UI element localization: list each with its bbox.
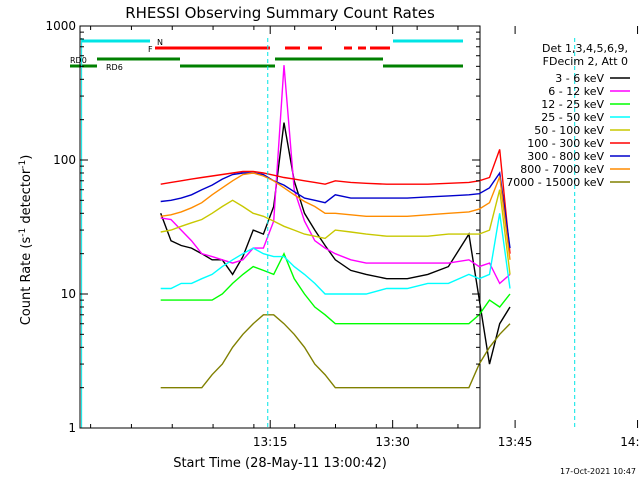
- series-line-1: [160, 65, 511, 285]
- flag-label: RD0: [70, 56, 87, 65]
- x-tick-label: 13:15: [253, 435, 288, 449]
- legend: Det 1,3,4,5,6,9,FDecim 2, Att 0 3 - 6 keV…: [506, 42, 630, 189]
- series-line-8: [160, 314, 511, 389]
- x-tick-label: 13:30: [375, 435, 410, 449]
- legend-entry-label: 50 - 100 keV: [534, 124, 604, 137]
- plot-frame: [79, 25, 481, 429]
- timestamp: 17-Oct-2021 10:47: [560, 467, 636, 476]
- x-tick-label: 14:00: [620, 435, 640, 449]
- flag-label: RD6: [106, 63, 123, 72]
- legend-entry-label: 100 - 300 keV: [527, 137, 604, 150]
- y-tick-label: 100: [53, 153, 76, 167]
- series-line-7: [160, 172, 511, 260]
- legend-entry-label: 3 - 6 keV: [555, 72, 604, 85]
- flag-label: F: [148, 45, 153, 54]
- series-line-2: [160, 252, 511, 325]
- series-line-6: [160, 171, 511, 249]
- legend-entry-label: 7000 - 15000 keV: [506, 176, 604, 189]
- series-line-3: [160, 213, 511, 295]
- legend-entry-label: 300 - 800 keV: [527, 150, 604, 163]
- legend-entry-label: 800 - 7000 keV: [520, 163, 604, 176]
- y-tick-label: 1: [68, 421, 76, 435]
- series-line-5: [160, 149, 511, 254]
- y-axis-ticks: 1 10 100 1000: [45, 19, 480, 435]
- legend-header: Det 1,3,4,5,6,9,: [542, 42, 628, 55]
- chart-title: RHESSI Observing Summary Count Rates: [125, 4, 435, 22]
- x-tick-label: 13:45: [498, 435, 533, 449]
- series-line-0: [160, 122, 511, 365]
- y-tick-label: 1000: [45, 19, 76, 33]
- series-line-4: [160, 189, 511, 275]
- legend-header: FDecim 2, Att 0: [543, 55, 628, 68]
- legend-entry-label: 6 - 12 keV: [548, 85, 604, 98]
- legend-entry-label: 25 - 50 keV: [541, 111, 604, 124]
- y-tick-label: 10: [61, 287, 76, 301]
- x-axis-label: Start Time (28-May-11 13:00:42): [173, 456, 387, 471]
- observing-flags: NF RD0 RD6: [70, 38, 463, 72]
- plot-area: [79, 25, 576, 429]
- flag-label: N: [157, 38, 163, 47]
- legend-entry-label: 12 - 25 keV: [541, 98, 604, 111]
- y-axis-label: Count Rate (s-1 detector-1): [18, 155, 34, 326]
